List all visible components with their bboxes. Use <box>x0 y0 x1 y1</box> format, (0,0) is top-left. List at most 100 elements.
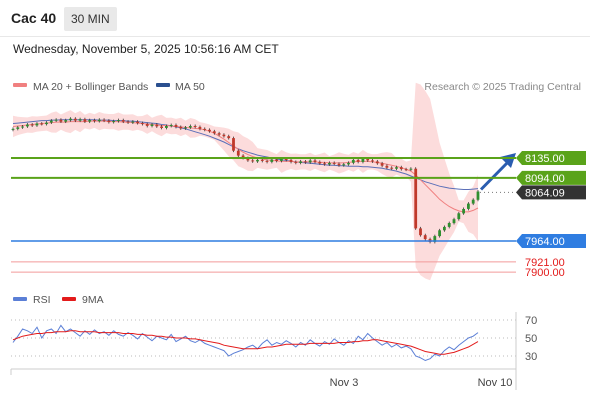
candle-body <box>289 159 293 162</box>
candle-body <box>356 159 360 162</box>
candle-body <box>150 124 154 126</box>
candle-body <box>26 124 29 127</box>
candle-body <box>351 159 355 163</box>
bollinger-band <box>13 82 478 281</box>
candle-body <box>318 161 322 164</box>
rsi-panel: 70 50 30 <box>11 315 537 363</box>
candle-body <box>45 122 48 125</box>
candle-body <box>117 120 120 122</box>
candle-body <box>471 199 475 204</box>
candle-body <box>476 191 480 200</box>
candle-body <box>54 119 58 121</box>
projection-arrow-head <box>500 153 516 168</box>
interval-badge[interactable]: 30 MIN <box>64 7 117 31</box>
candle-body <box>409 168 413 170</box>
candle-body <box>236 150 240 156</box>
candle-body <box>332 162 336 164</box>
candle-body <box>73 118 77 121</box>
candle-body <box>160 126 163 128</box>
candle-body <box>208 129 211 132</box>
candle-body <box>371 160 374 162</box>
timestamp: Wednesday, November 5, 2025 10:56:16 AM … <box>13 42 279 56</box>
candle-body <box>93 120 96 122</box>
chart-header: Cac 40 30 MIN <box>0 0 590 36</box>
candle-body <box>174 125 178 127</box>
candle-body <box>433 236 437 242</box>
candle-body <box>452 219 456 224</box>
candle-body <box>145 124 149 126</box>
candle-body <box>64 120 68 122</box>
ma20-legend-swatch <box>13 83 27 87</box>
candle-body <box>203 128 207 130</box>
rsi-legend-label: RSI <box>33 294 51 306</box>
ma50-legend-label: MA 50 <box>175 81 205 93</box>
level-tag-8094.00 <box>516 170 586 185</box>
candle-body <box>347 162 350 165</box>
level-label-8094.00: 8094.00 <box>525 173 565 185</box>
rsi-ma-legend-label: 9MA <box>82 294 104 306</box>
candle-body <box>404 169 408 171</box>
candle-body <box>284 158 288 160</box>
ma50-line <box>12 119 479 190</box>
candle-body <box>390 167 394 169</box>
level-label-8135.00: 8135.00 <box>525 153 565 165</box>
candle-body <box>49 120 53 123</box>
candle-body <box>184 127 187 129</box>
ma20-legend-label: MA 20 + Bollinger Bands <box>33 81 148 93</box>
rsi-ma-line <box>12 330 479 355</box>
candle-body <box>69 118 72 121</box>
candle-body <box>462 209 465 214</box>
candle-body <box>275 159 278 161</box>
candle-body <box>97 119 101 122</box>
candle-body <box>155 124 159 127</box>
level-label-8064.09: 8064.09 <box>525 187 565 199</box>
candle-body <box>380 163 384 166</box>
candle-body <box>467 203 470 209</box>
candle-body <box>188 126 192 128</box>
rsi-tick-label-70: 70 <box>525 315 537 327</box>
candle-body <box>112 121 115 123</box>
candle-body <box>179 126 183 129</box>
candle-body <box>102 119 106 121</box>
candle-body <box>88 120 92 122</box>
candle-body <box>40 123 44 125</box>
candle-body <box>323 163 326 165</box>
candle-body <box>198 126 202 129</box>
candle-body <box>217 133 221 135</box>
candle-body <box>366 158 370 161</box>
candle-body <box>59 119 63 122</box>
rsi-tick-label-30: 30 <box>525 351 537 363</box>
candle-body <box>361 158 365 162</box>
candle-body <box>141 123 144 125</box>
projection-arrow-shaft <box>479 158 512 191</box>
candle-body <box>232 138 235 151</box>
candle-body <box>423 235 427 240</box>
candle-body <box>30 124 34 126</box>
candle-body <box>294 161 298 163</box>
candle-body <box>308 160 312 163</box>
level-label-7964.00: 7964.00 <box>525 236 565 248</box>
candle-body <box>457 213 461 220</box>
candle-body <box>121 120 125 122</box>
candle-body <box>227 136 231 139</box>
candle-body <box>11 128 15 130</box>
level-tag-8135.00 <box>516 151 586 165</box>
rsi-legend-swatch <box>13 297 27 301</box>
candle-body <box>256 159 259 162</box>
level-tag-7964.00 <box>516 234 586 248</box>
candle-body <box>395 167 398 169</box>
price-plot-area <box>11 82 516 281</box>
candle-body <box>447 223 451 227</box>
candle-body <box>280 158 283 161</box>
rsi-tick-label-50: 50 <box>525 333 537 345</box>
candle-body <box>165 126 168 128</box>
candle-body <box>342 164 346 166</box>
candle-body <box>313 160 317 162</box>
level-tag-8064.09 <box>516 185 586 200</box>
level-label-7921.00: 7921.00 <box>525 257 565 269</box>
candle-body <box>16 127 20 129</box>
candle-body <box>265 160 269 162</box>
candle-body <box>399 167 403 170</box>
rsi-ma-legend-swatch <box>62 297 76 301</box>
